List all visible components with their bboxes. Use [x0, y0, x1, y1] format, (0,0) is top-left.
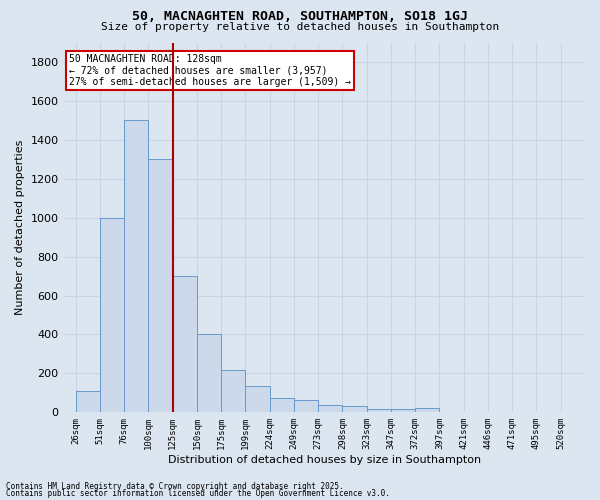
Bar [269, 398, 294, 412]
Bar [245, 386, 269, 412]
X-axis label: Distribution of detached houses by size in Southampton: Distribution of detached houses by size … [168, 455, 481, 465]
Bar [124, 120, 148, 412]
Bar [391, 410, 415, 412]
Bar [100, 218, 124, 412]
Bar [367, 410, 391, 412]
Bar [294, 400, 318, 412]
Text: Size of property relative to detached houses in Southampton: Size of property relative to detached ho… [101, 22, 499, 32]
Text: 50 MACNAGHTEN ROAD: 128sqm
← 72% of detached houses are smaller (3,957)
27% of s: 50 MACNAGHTEN ROAD: 128sqm ← 72% of deta… [69, 54, 351, 87]
Bar [148, 160, 173, 412]
Bar [343, 406, 367, 412]
Bar [318, 404, 343, 412]
Text: Contains public sector information licensed under the Open Government Licence v3: Contains public sector information licen… [6, 490, 390, 498]
Bar [76, 391, 100, 412]
Text: 50, MACNAGHTEN ROAD, SOUTHAMPTON, SO18 1GJ: 50, MACNAGHTEN ROAD, SOUTHAMPTON, SO18 1… [132, 10, 468, 23]
Bar [173, 276, 197, 412]
Y-axis label: Number of detached properties: Number of detached properties [15, 140, 25, 315]
Bar [415, 408, 439, 412]
Text: Contains HM Land Registry data © Crown copyright and database right 2025.: Contains HM Land Registry data © Crown c… [6, 482, 344, 491]
Bar [221, 370, 245, 412]
Bar [197, 334, 221, 412]
